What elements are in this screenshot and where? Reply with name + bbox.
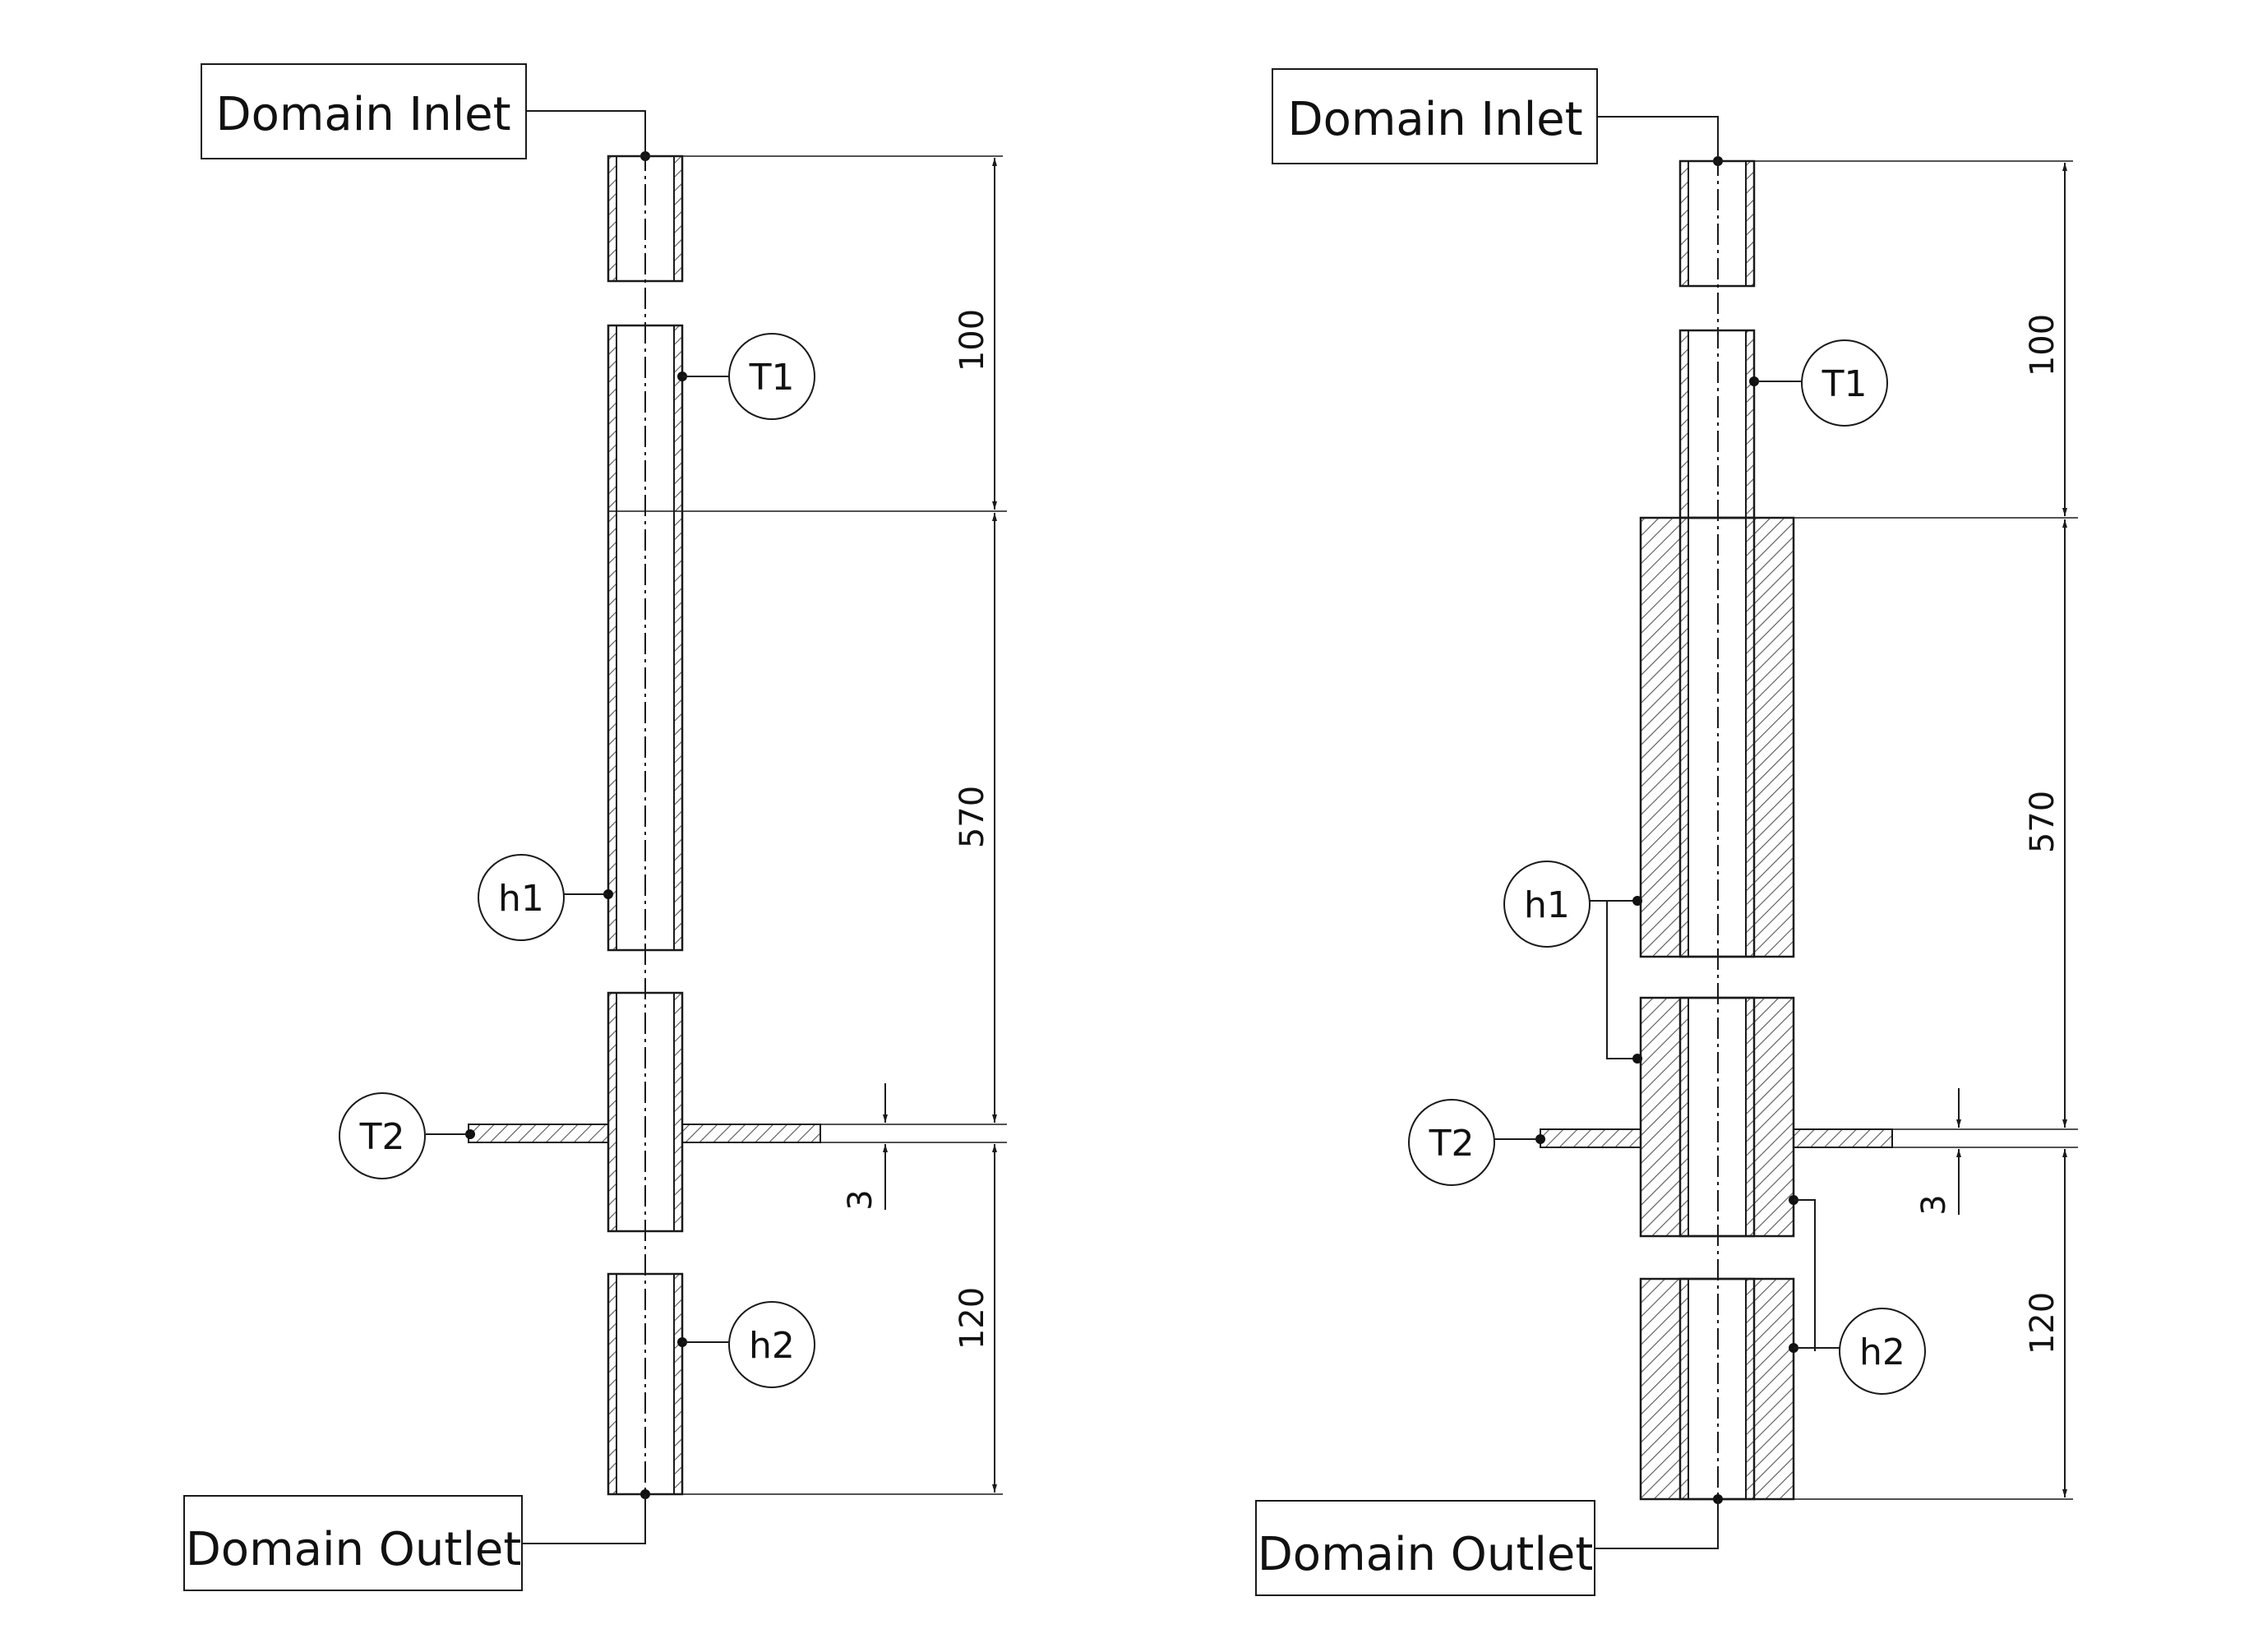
tag-t2-right: T2: [1429, 1123, 1475, 1165]
sensor-t1: T1: [677, 333, 815, 420]
tag-t1-right: T1: [1822, 363, 1868, 405]
domain-inlet-label: Domain Inlet: [215, 88, 510, 141]
dimension-3-right: 3: [1915, 1088, 1961, 1216]
domain-inlet-callout-right: Domain Inlet: [1272, 68, 1723, 166]
tag-h2-right: h2: [1859, 1331, 1905, 1373]
inlet-tube-segment-right: [1678, 159, 1756, 288]
tag-h2: h2: [749, 1325, 795, 1367]
dim-label-100-right: 100: [2024, 314, 2062, 376]
domain-outlet-callout-right: Domain Outlet: [1255, 1494, 1723, 1596]
sensor-h1: h1: [478, 854, 613, 941]
domain-inlet-leader: [526, 110, 646, 156]
middle-tube-segment: [468, 991, 821, 1233]
dim-label-3: 3: [842, 1189, 880, 1210]
sensor-h1-right: h1: [1503, 861, 1642, 1064]
dimension-120: 120: [953, 1144, 997, 1493]
domain-outlet-callout: Domain Outlet: [183, 1489, 650, 1591]
domain-outlet-box: [183, 1495, 523, 1591]
domain-inlet-callout: Domain Inlet: [201, 63, 650, 161]
dim-label-570-right: 570: [2024, 791, 2062, 853]
tag-h1-right: h1: [1524, 884, 1570, 926]
right-diagram: Domain Inlet: [1255, 68, 2078, 1596]
sensor-t2: T2: [339, 1092, 475, 1179]
dimension-570: 570: [953, 513, 997, 1123]
upper-tube-segment: [607, 324, 684, 952]
dimension-100-right: 100: [2024, 163, 2067, 516]
tag-h1: h1: [498, 878, 544, 920]
domain-outlet-label-right: Domain Outlet: [1258, 1528, 1594, 1581]
dim-label-120: 120: [953, 1287, 991, 1350]
dimension-570-right: 570: [2024, 519, 2067, 1128]
insulated-lower-block: [1639, 1277, 1795, 1501]
domain-outlet-box-right: [1255, 1500, 1595, 1596]
domain-inlet-label-right: Domain Inlet: [1287, 93, 1582, 146]
sensor-t1-right: T1: [1749, 339, 1888, 427]
insulated-middle-block: [1540, 996, 1893, 1238]
domain-outlet-leader-right: [1595, 1499, 1719, 1549]
dimension-120-right: 120: [2024, 1149, 2067, 1497]
sensor-h2-right: h2: [1789, 1195, 1926, 1395]
domain-outlet-leader: [522, 1494, 646, 1544]
domain-inlet-leader-right: [1597, 116, 1719, 161]
dimension-100: 100: [953, 158, 997, 510]
tag-t2: T2: [359, 1116, 405, 1158]
dim-label-100: 100: [953, 309, 991, 371]
tag-t1: T1: [749, 357, 795, 399]
domain-outlet-label: Domain Outlet: [186, 1523, 522, 1576]
dim-label-120-right: 120: [2024, 1292, 2062, 1354]
inlet-tube-segment: [607, 155, 684, 283]
insulated-upper-block: [1639, 516, 1795, 958]
sensor-t2-right: T2: [1408, 1099, 1545, 1186]
left-diagram: Domain Inlet: [183, 63, 1007, 1591]
sensor-h2: h2: [677, 1301, 815, 1388]
dim-label-570: 570: [953, 786, 991, 848]
dimension-3: 3: [842, 1083, 888, 1211]
dim-label-3-right: 3: [1915, 1194, 1953, 1215]
